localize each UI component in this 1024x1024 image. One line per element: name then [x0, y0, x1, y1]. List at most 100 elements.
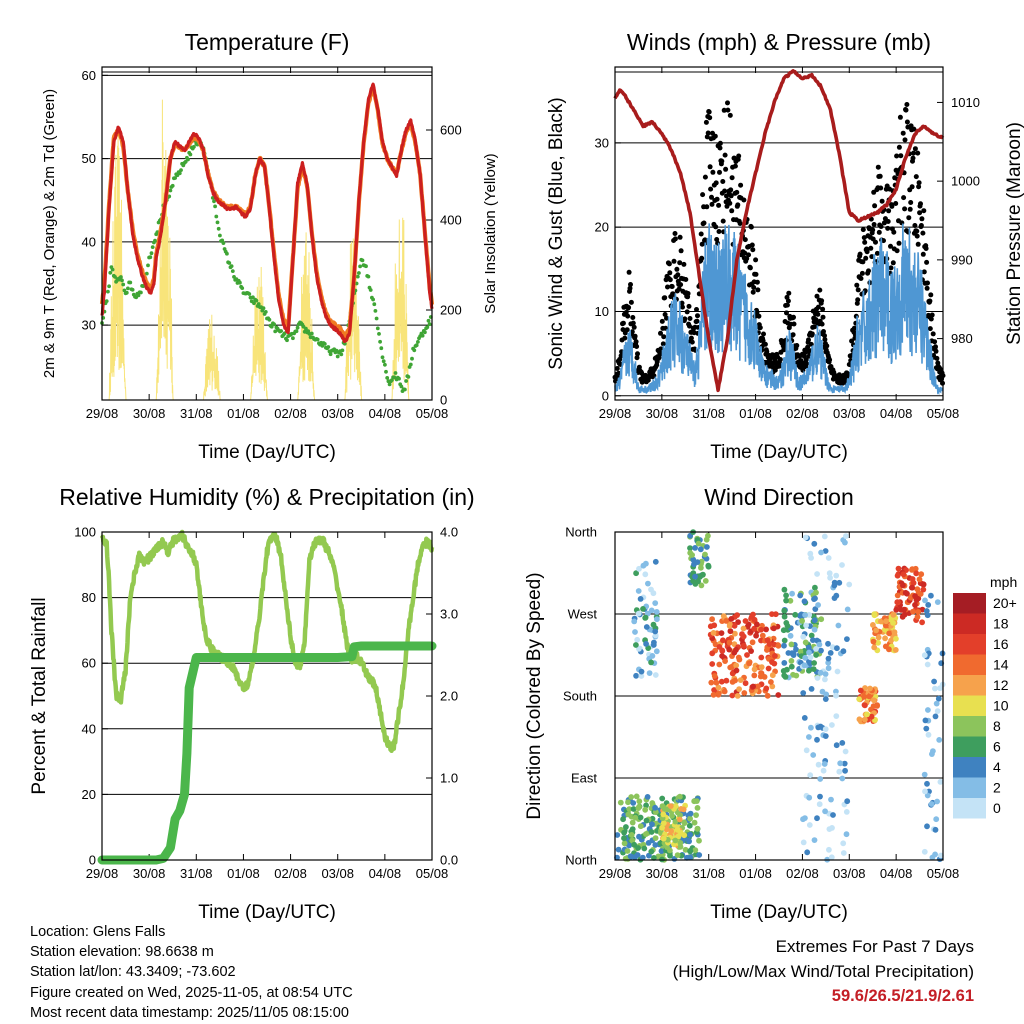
direction-point — [713, 679, 720, 686]
gust-point — [729, 208, 735, 214]
td-point — [153, 238, 157, 243]
direction-point — [783, 597, 789, 604]
td-point — [380, 355, 385, 360]
direction-point — [826, 570, 833, 577]
direction-point — [636, 565, 642, 572]
y-tick-label: West — [568, 607, 598, 622]
direction-point — [643, 802, 649, 809]
direction-point — [704, 544, 710, 550]
direction-point — [635, 588, 642, 594]
direction-point — [924, 823, 930, 830]
x-tick-label: 04/08 — [369, 866, 402, 881]
direction-point — [624, 848, 631, 854]
direction-point — [644, 794, 651, 800]
gust-point — [694, 318, 700, 324]
direction-point — [686, 822, 693, 829]
direction-point — [736, 656, 743, 663]
direction-point — [920, 586, 927, 593]
direction-point — [677, 793, 683, 800]
y-right-tick-label: 3.0 — [440, 607, 458, 622]
gust-point — [749, 242, 755, 248]
direction-point — [806, 649, 812, 656]
direction-point — [871, 611, 878, 617]
direction-point — [894, 592, 901, 599]
plot-border — [614, 531, 944, 861]
td-point — [326, 345, 331, 349]
x-tick-label: 31/08 — [692, 406, 725, 421]
x-axis-title: Time (Day/UTC) — [198, 902, 336, 923]
td-point — [397, 376, 401, 381]
gust-point — [633, 339, 639, 345]
direction-point — [652, 672, 659, 678]
gust-point — [722, 188, 728, 194]
direction-point — [839, 775, 846, 782]
gust-point — [926, 312, 931, 318]
gust-point — [819, 298, 825, 304]
x-tick-label: 05/08 — [927, 406, 960, 421]
td-point — [252, 301, 256, 306]
direction-point — [830, 812, 836, 818]
direction-point — [840, 850, 847, 856]
series-solar-insolation — [108, 99, 410, 401]
td-point — [328, 352, 333, 357]
direction-point — [709, 616, 715, 623]
gust-point — [713, 180, 719, 186]
direction-point — [836, 579, 843, 586]
td-point — [269, 324, 274, 329]
direction-point — [716, 661, 723, 668]
solar-peak — [155, 99, 174, 401]
direction-point — [811, 617, 818, 624]
gust-point — [921, 269, 927, 275]
td-point — [371, 297, 375, 302]
gust-point — [658, 330, 663, 336]
direction-point — [691, 819, 698, 826]
gust-point — [712, 133, 718, 139]
direction-point — [765, 665, 772, 672]
td-point — [309, 331, 314, 336]
direction-point — [868, 713, 875, 720]
direction-point — [923, 725, 930, 732]
x-tick-label: 01/08 — [739, 866, 772, 881]
td-point — [139, 290, 143, 295]
legend-swatch — [953, 654, 986, 675]
direction-point — [660, 811, 667, 818]
direction-point — [837, 760, 844, 767]
td-point — [426, 318, 431, 323]
gust-point — [736, 153, 742, 159]
direction-point — [643, 641, 649, 647]
y-axis-title: Sonic Wind & Gust (Blue, Black) — [546, 97, 567, 369]
gust-point — [929, 312, 935, 318]
gust-point — [684, 309, 690, 315]
td-point — [366, 274, 371, 279]
y-axis-title: Direction (Colored By Speed) — [524, 572, 545, 819]
direction-point — [789, 590, 795, 597]
x-axis-title: Time (Day/UTC) — [710, 902, 848, 923]
td-point — [126, 286, 130, 291]
direction-point — [924, 792, 931, 799]
td-point — [122, 288, 127, 293]
y-tick-label: 0 — [602, 388, 609, 403]
direction-point — [768, 679, 774, 685]
td-point — [420, 333, 425, 338]
gust-point — [874, 250, 880, 256]
direction-point — [900, 571, 907, 578]
y-right-tick-label: 600 — [440, 123, 462, 138]
td-point — [357, 271, 361, 275]
gust-point — [717, 140, 723, 146]
direction-point — [637, 823, 644, 830]
legend-label: 4 — [993, 759, 1001, 775]
legend-swatch — [953, 695, 986, 716]
direction-point — [783, 592, 789, 599]
direction-point — [629, 826, 636, 832]
direction-point — [633, 642, 639, 648]
direction-point — [856, 716, 863, 723]
direction-point — [811, 660, 817, 666]
direction-point — [626, 842, 632, 849]
legend-swatch — [953, 613, 986, 634]
gust-point — [888, 265, 894, 271]
direction-point — [862, 685, 868, 691]
direction-point — [659, 824, 665, 831]
direction-point — [914, 614, 921, 620]
direction-point — [808, 686, 815, 692]
